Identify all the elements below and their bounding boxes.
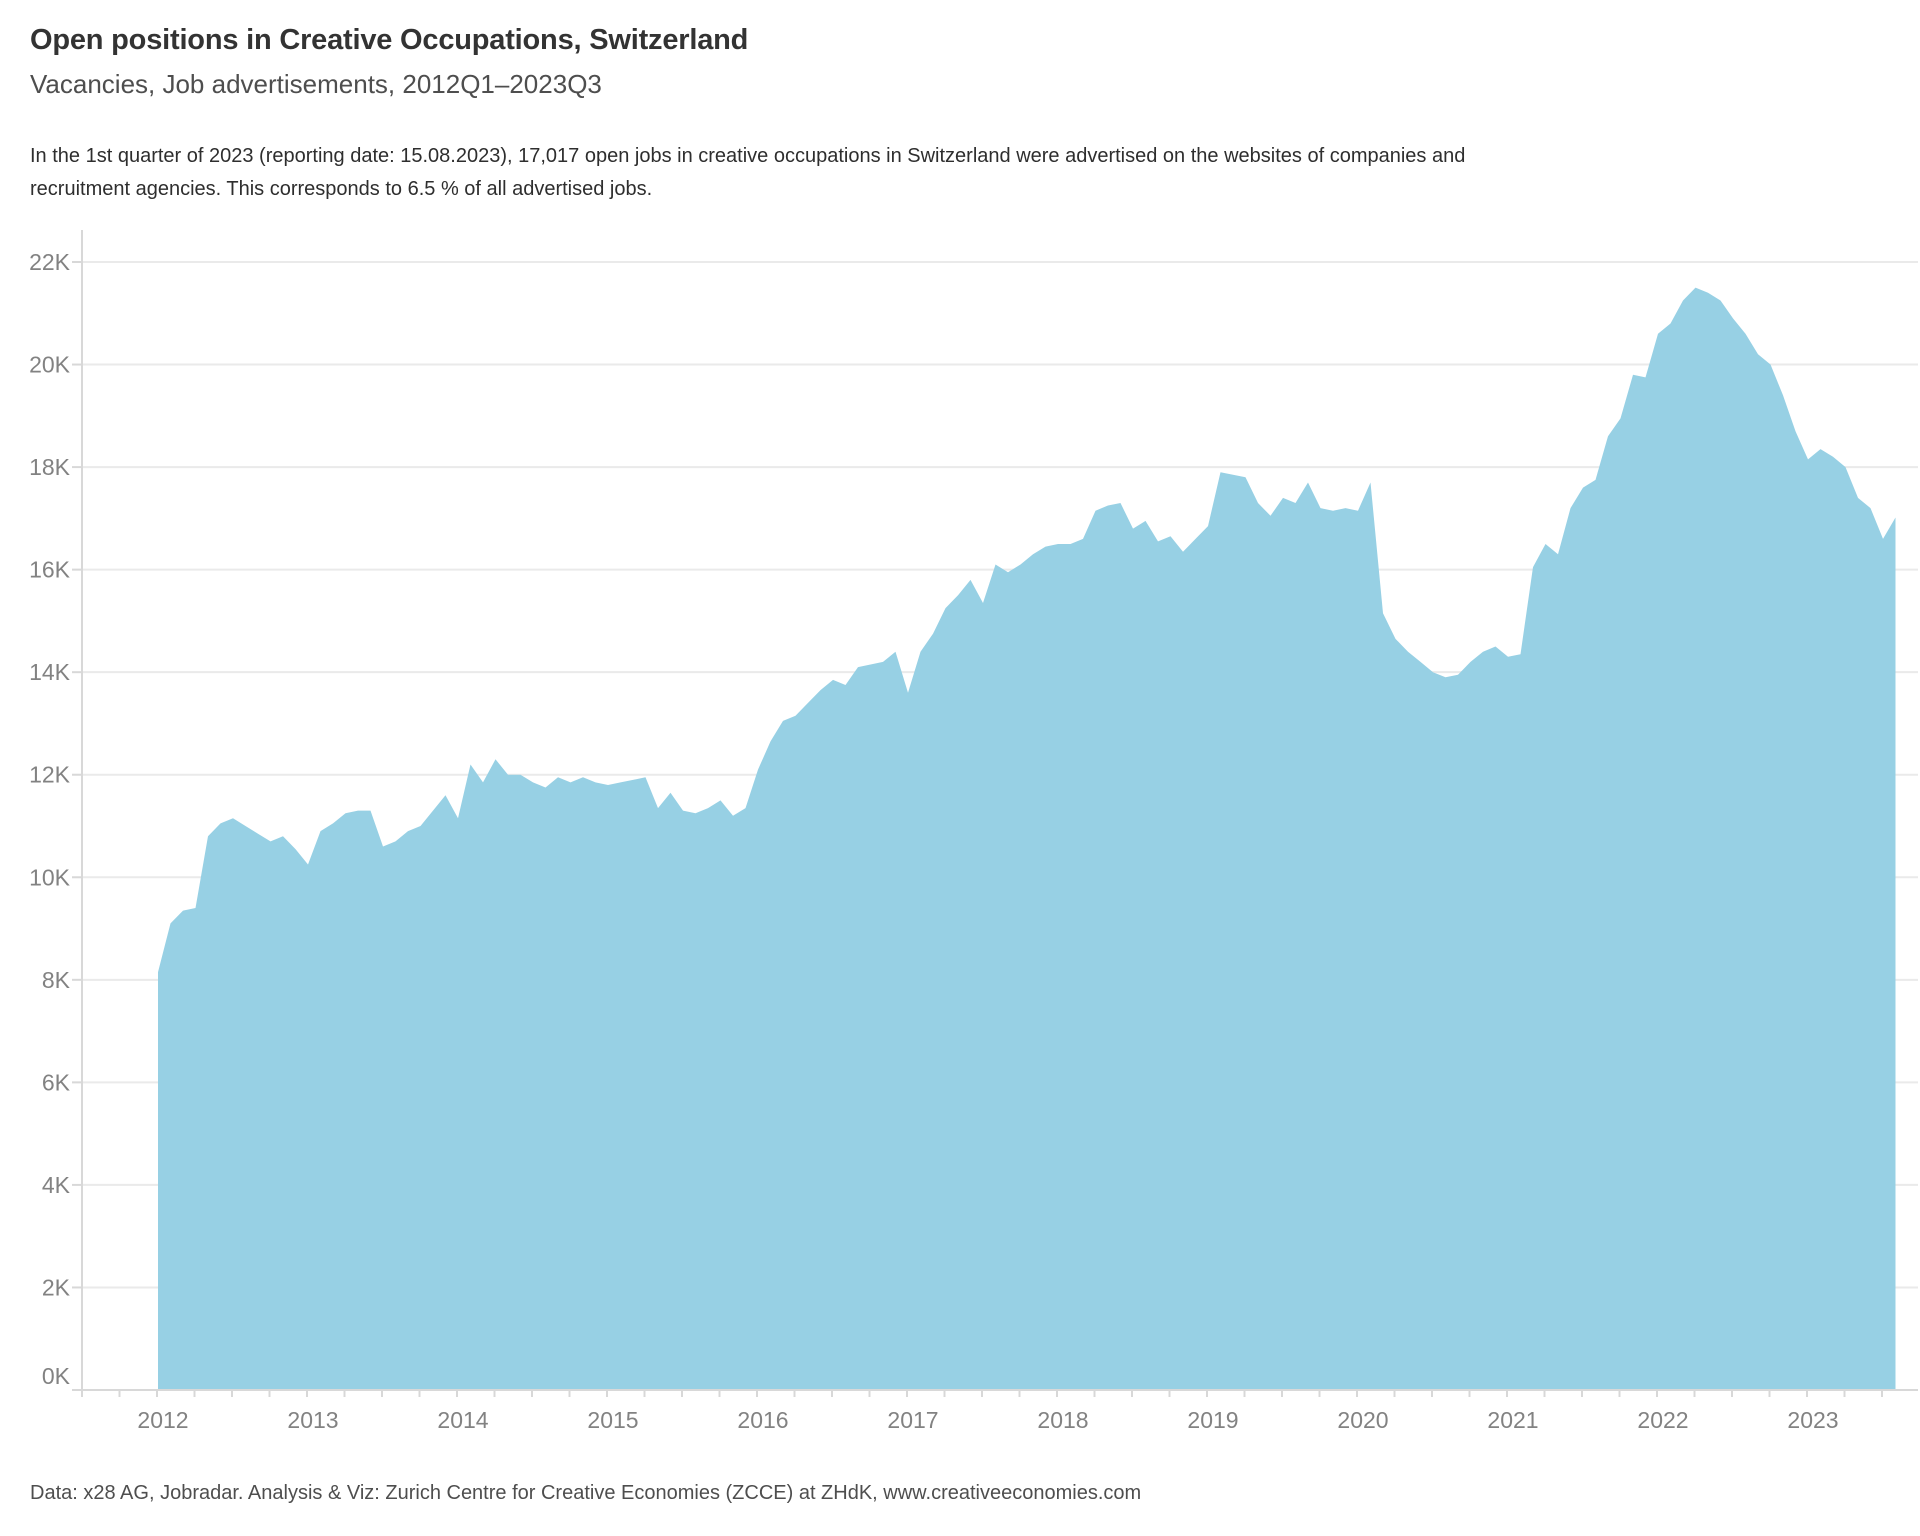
x-axis-label: 2023 — [1787, 1407, 1838, 1433]
x-axis-label: 2018 — [1037, 1407, 1088, 1433]
y-axis-label: 16K — [29, 557, 71, 583]
area-series — [158, 287, 1896, 1391]
x-axis-label: 2022 — [1637, 1407, 1688, 1433]
x-axis-label: 2021 — [1487, 1407, 1538, 1433]
x-axis-label: 2017 — [887, 1407, 938, 1433]
y-axis-label: 6K — [42, 1069, 71, 1095]
chart-description: In the 1st quarter of 2023 (reporting da… — [30, 140, 1465, 206]
y-axis-label: 14K — [29, 659, 71, 685]
y-axis-label: 4K — [42, 1172, 71, 1198]
y-axis-label: 10K — [29, 864, 71, 890]
y-axis-label: 8K — [42, 967, 71, 993]
chart-title: Open positions in Creative Occupations, … — [30, 24, 749, 56]
description-line-1: In the 1st quarter of 2023 (reporting da… — [30, 145, 1466, 167]
x-axis-label: 2016 — [737, 1407, 788, 1433]
x-axis-label: 2014 — [437, 1407, 488, 1433]
y-axis-label: 0K — [42, 1363, 71, 1389]
x-axis-label: 2015 — [587, 1407, 638, 1433]
y-axis-label: 12K — [29, 762, 71, 788]
chart-subtitle: Vacancies, Job advertisements, 2012Q1–20… — [30, 69, 602, 99]
y-axis-label: 20K — [29, 352, 71, 378]
y-axis-label: 2K — [42, 1274, 71, 1300]
description-line-2: recruitment agencies. This corresponds t… — [30, 178, 653, 200]
x-axis-label: 2013 — [287, 1407, 338, 1433]
y-axis-label: 22K — [29, 249, 71, 275]
source-attribution: Data: x28 AG, Jobradar. Analysis & Viz: … — [30, 1482, 1142, 1504]
x-axis-label: 2020 — [1337, 1407, 1388, 1433]
x-axis-label: 2019 — [1187, 1407, 1238, 1433]
y-axis-label: 18K — [29, 454, 71, 480]
x-axis-label: 2012 — [137, 1407, 188, 1433]
